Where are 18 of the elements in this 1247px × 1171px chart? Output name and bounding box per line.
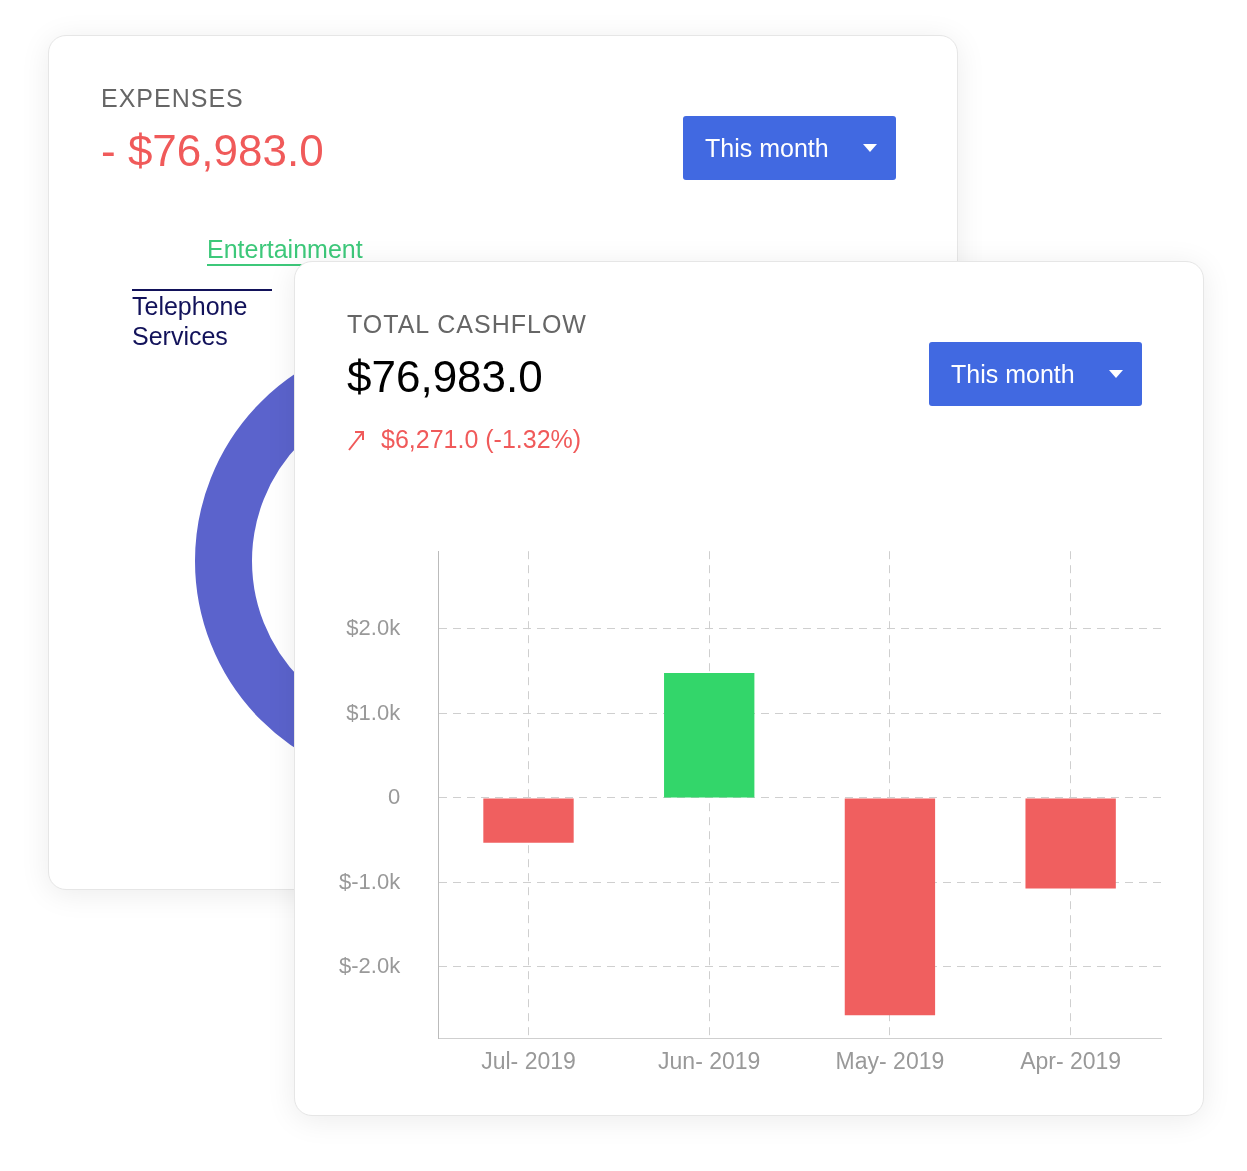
chart-title: TOTAL CASHFLOW (347, 310, 587, 339)
text: This month (951, 359, 1075, 389)
x-tick-label: Jun- 2019 (658, 1047, 761, 1074)
x-tick-label: May- 2019 (835, 1047, 945, 1074)
text: $6,271.0 (-1.32%) (381, 425, 582, 454)
x-tick-label: Jul- 2019 (481, 1047, 576, 1074)
text: Entertainment (207, 234, 363, 266)
y-tick-label: $2.0k (346, 615, 402, 641)
y-tick-label: 0 (387, 784, 401, 810)
text: This month (705, 133, 829, 163)
y-tick-label: $1.0k (346, 699, 402, 725)
y-tick-label: $-1.0k (338, 868, 402, 894)
text: Telephone Services (132, 289, 272, 351)
y-tick-label: $-2.0k (338, 953, 402, 979)
x-tick-label: Apr- 2019 (1020, 1047, 1122, 1074)
text: - $76,983.0 (101, 126, 324, 176)
chart-subtitle: $76,983.0 (347, 352, 543, 402)
text: EXPENSES (101, 84, 244, 113)
